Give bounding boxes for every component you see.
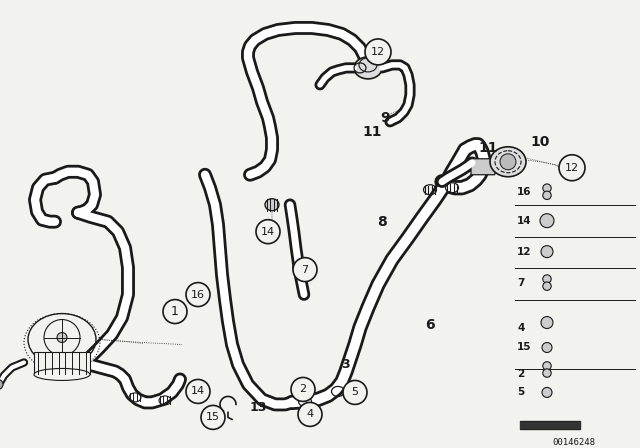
Circle shape — [163, 300, 187, 323]
Circle shape — [343, 380, 367, 405]
Text: 16: 16 — [517, 187, 531, 197]
Text: 3: 3 — [340, 358, 349, 371]
Circle shape — [542, 343, 552, 353]
Text: 00146248: 00146248 — [552, 438, 595, 447]
Text: 12: 12 — [371, 47, 385, 57]
Text: 10: 10 — [531, 135, 550, 149]
Circle shape — [542, 388, 552, 397]
Circle shape — [541, 317, 553, 328]
Circle shape — [293, 258, 317, 282]
Circle shape — [186, 283, 210, 306]
Circle shape — [543, 362, 551, 370]
Text: 14: 14 — [261, 227, 275, 237]
Text: 8: 8 — [377, 215, 387, 228]
Text: 2: 2 — [300, 384, 307, 394]
FancyBboxPatch shape — [471, 159, 495, 175]
Text: 6: 6 — [425, 318, 435, 332]
Text: 14: 14 — [517, 215, 532, 226]
Ellipse shape — [354, 57, 382, 79]
Circle shape — [57, 332, 67, 343]
Circle shape — [256, 220, 280, 244]
Circle shape — [365, 39, 391, 65]
Circle shape — [543, 282, 551, 290]
Text: 9: 9 — [380, 111, 390, 125]
Ellipse shape — [490, 147, 526, 177]
Circle shape — [291, 378, 315, 401]
Text: 11: 11 — [478, 141, 498, 155]
Text: 14: 14 — [191, 387, 205, 396]
Circle shape — [543, 275, 551, 283]
Circle shape — [186, 379, 210, 403]
Circle shape — [500, 154, 516, 170]
Bar — [34, 353, 90, 375]
Ellipse shape — [293, 262, 307, 274]
Text: 15: 15 — [517, 342, 531, 353]
Text: 15: 15 — [206, 413, 220, 422]
Text: 1: 1 — [171, 305, 179, 318]
Text: 2: 2 — [517, 370, 524, 379]
Circle shape — [559, 155, 585, 181]
Text: 12: 12 — [517, 247, 531, 257]
Text: 11: 11 — [362, 125, 381, 139]
Circle shape — [201, 405, 225, 429]
Circle shape — [543, 369, 551, 377]
Text: 4: 4 — [307, 409, 314, 419]
Text: 7: 7 — [301, 265, 308, 275]
Text: 4: 4 — [517, 323, 524, 332]
Text: 12: 12 — [565, 163, 579, 173]
Text: 7: 7 — [517, 278, 524, 288]
Circle shape — [298, 402, 322, 426]
Circle shape — [543, 191, 551, 199]
Ellipse shape — [34, 368, 90, 380]
Text: 5: 5 — [351, 388, 358, 397]
Ellipse shape — [265, 199, 279, 211]
Circle shape — [0, 379, 3, 389]
Text: 5: 5 — [517, 388, 524, 397]
Text: 16: 16 — [191, 289, 205, 300]
Circle shape — [543, 184, 551, 192]
Text: 13: 13 — [250, 401, 267, 414]
Circle shape — [541, 246, 553, 258]
Circle shape — [540, 214, 554, 228]
